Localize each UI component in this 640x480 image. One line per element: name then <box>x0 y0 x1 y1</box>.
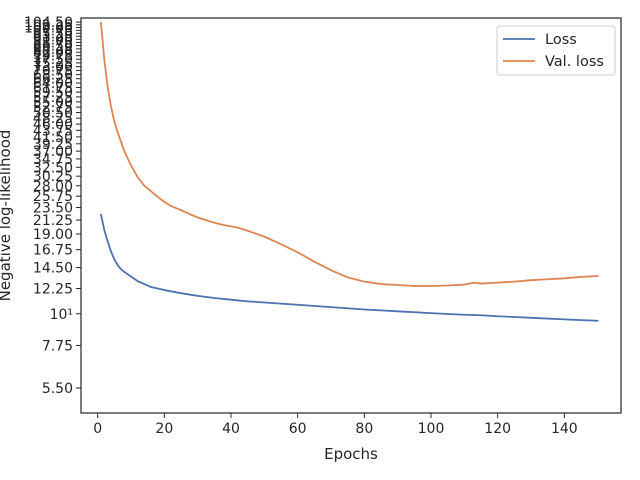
y-tick-label: 86.50 <box>33 39 73 55</box>
x-tick-label: 20 <box>155 421 173 437</box>
x-axis-ticks: 0 20 40 60 80 100 120 140 <box>93 413 578 437</box>
y-tick-label: 64.00 <box>33 76 73 92</box>
plot-area-background <box>81 18 621 413</box>
y-tick-label: 73.00 <box>33 60 73 76</box>
y-tick-label: 61.75 <box>33 80 73 96</box>
x-axis-label: Epochs <box>324 445 378 463</box>
y-axis-ticks: 5.50 7.75 10¹ 12.25 14.50 16.7519.0021.2523.5… <box>24 15 81 397</box>
y-tick-label: 10¹ <box>50 307 73 323</box>
y-tick-label: 91.00 <box>33 32 73 48</box>
y-tick-label: 75.25 <box>33 56 73 72</box>
y-tick-label: 19.00 <box>33 227 73 243</box>
y-tick-label: 50.50 <box>33 105 73 121</box>
y-tick-label: 104.50 <box>24 15 73 31</box>
series-line-loss <box>100 213 599 322</box>
y-tick-label: 25.75 <box>33 189 73 205</box>
y-tick-label: 37.00 <box>33 144 73 160</box>
y-tick-label: 28.00 <box>33 179 73 195</box>
y-tick-label: 21.25 <box>33 213 73 229</box>
y-tick-label: 82.00 <box>33 45 73 61</box>
x-tick-label: 60 <box>289 421 307 437</box>
x-tick-label: 100 <box>418 421 445 437</box>
y-tick-label: 46.00 <box>33 117 73 133</box>
y-tick-label: 32.50 <box>33 160 73 176</box>
y-tick-label: 43.75 <box>33 123 73 139</box>
y-tick-label: 41.50 <box>33 130 73 146</box>
y-tick-label: 84.25 <box>33 42 73 58</box>
x-tick-label: 120 <box>484 421 511 437</box>
series-layer <box>100 21 599 322</box>
y-tick-label: 23.50 <box>33 201 73 217</box>
y-tick-label: 5.50 <box>42 381 73 397</box>
y-tick-label: 70.75 <box>33 64 73 80</box>
x-tick-label: 80 <box>355 421 373 437</box>
x-tick-label: 40 <box>222 421 240 437</box>
y-tick-label: 14.50 <box>33 261 73 277</box>
legend-label: Val. loss <box>545 54 604 70</box>
y-tick-label: 30.25 <box>33 169 73 185</box>
y-axis-label: Negative log-likelihood <box>0 130 14 302</box>
y-tick-label: 48.25 <box>33 111 73 127</box>
y-tick-label: 68.50 <box>33 68 73 84</box>
y-tick-label: 59.50 <box>33 85 73 101</box>
y-tick-label: 88.75 <box>33 35 73 51</box>
y-tick-label: 93.25 <box>33 29 73 45</box>
y-tick-label: 100.00 <box>24 21 73 37</box>
y-tick-label: 7.75 <box>42 338 73 354</box>
legend: Loss Val. loss <box>496 25 616 76</box>
y-tick-label: 52.75 <box>33 100 73 116</box>
y-tick-label: 55.00 <box>33 95 73 111</box>
y-tick-label: 79.75 <box>33 49 73 65</box>
y-tick-label: 95.50 <box>33 26 73 42</box>
y-tick-label: 66.25 <box>33 72 73 88</box>
y-tick-label: 57.25 <box>33 90 73 106</box>
y-tick-label: 77.50 <box>33 52 73 68</box>
x-tick-label: 140 <box>551 421 578 437</box>
y-tick-label: 39.25 <box>33 137 73 153</box>
y-tick-label: 97.75 <box>33 23 73 39</box>
y-tick-label: 16.75 <box>33 243 73 259</box>
x-tick-label: 0 <box>93 421 102 437</box>
y-tick-label: 102.25 <box>24 18 73 34</box>
y-tick-label: 34.75 <box>33 152 73 168</box>
series-line-val-loss <box>100 21 599 287</box>
legend-label: Loss <box>545 32 577 48</box>
plot-frame <box>80 17 622 414</box>
y-tick-label: 12.25 <box>33 282 73 298</box>
